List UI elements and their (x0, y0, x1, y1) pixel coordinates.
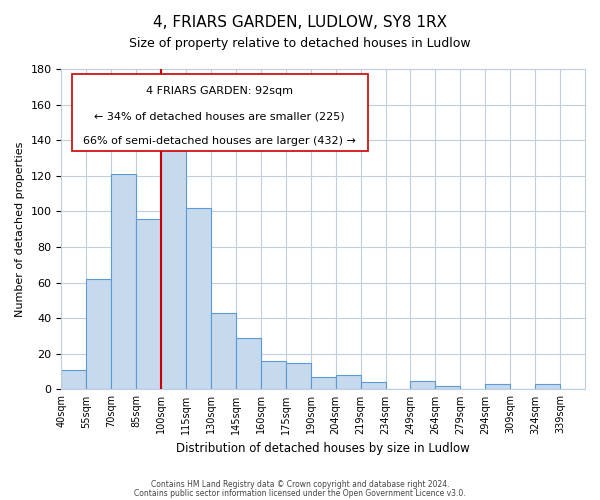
Text: 66% of semi-detached houses are larger (432) →: 66% of semi-detached houses are larger (… (83, 136, 356, 146)
Bar (61, 370, 86, 390)
Bar (86, 279, 111, 390)
Y-axis label: Number of detached properties: Number of detached properties (15, 142, 25, 317)
X-axis label: Distribution of detached houses by size in Ludlow: Distribution of detached houses by size … (176, 442, 470, 455)
Bar (236, 338, 261, 390)
Bar (535, 384, 560, 390)
Bar (311, 377, 335, 390)
Bar (111, 174, 136, 390)
Bar (410, 380, 436, 390)
Text: Contains public sector information licensed under the Open Government Licence v3: Contains public sector information licen… (134, 488, 466, 498)
Bar (286, 362, 311, 390)
Text: ← 34% of detached houses are smaller (225): ← 34% of detached houses are smaller (22… (94, 112, 345, 122)
Bar (136, 218, 161, 390)
Text: Size of property relative to detached houses in Ludlow: Size of property relative to detached ho… (129, 38, 471, 51)
Bar (211, 313, 236, 390)
Text: 4 FRIARS GARDEN: 92sqm: 4 FRIARS GARDEN: 92sqm (146, 86, 293, 96)
FancyBboxPatch shape (72, 74, 368, 150)
Text: 4, FRIARS GARDEN, LUDLOW, SY8 1RX: 4, FRIARS GARDEN, LUDLOW, SY8 1RX (153, 15, 447, 30)
Bar (485, 384, 510, 390)
Bar (186, 208, 211, 390)
Bar (436, 386, 460, 390)
Bar (261, 361, 286, 390)
Text: Contains HM Land Registry data © Crown copyright and database right 2024.: Contains HM Land Registry data © Crown c… (151, 480, 449, 489)
Bar (361, 382, 386, 390)
Bar (161, 149, 186, 390)
Bar (335, 375, 361, 390)
